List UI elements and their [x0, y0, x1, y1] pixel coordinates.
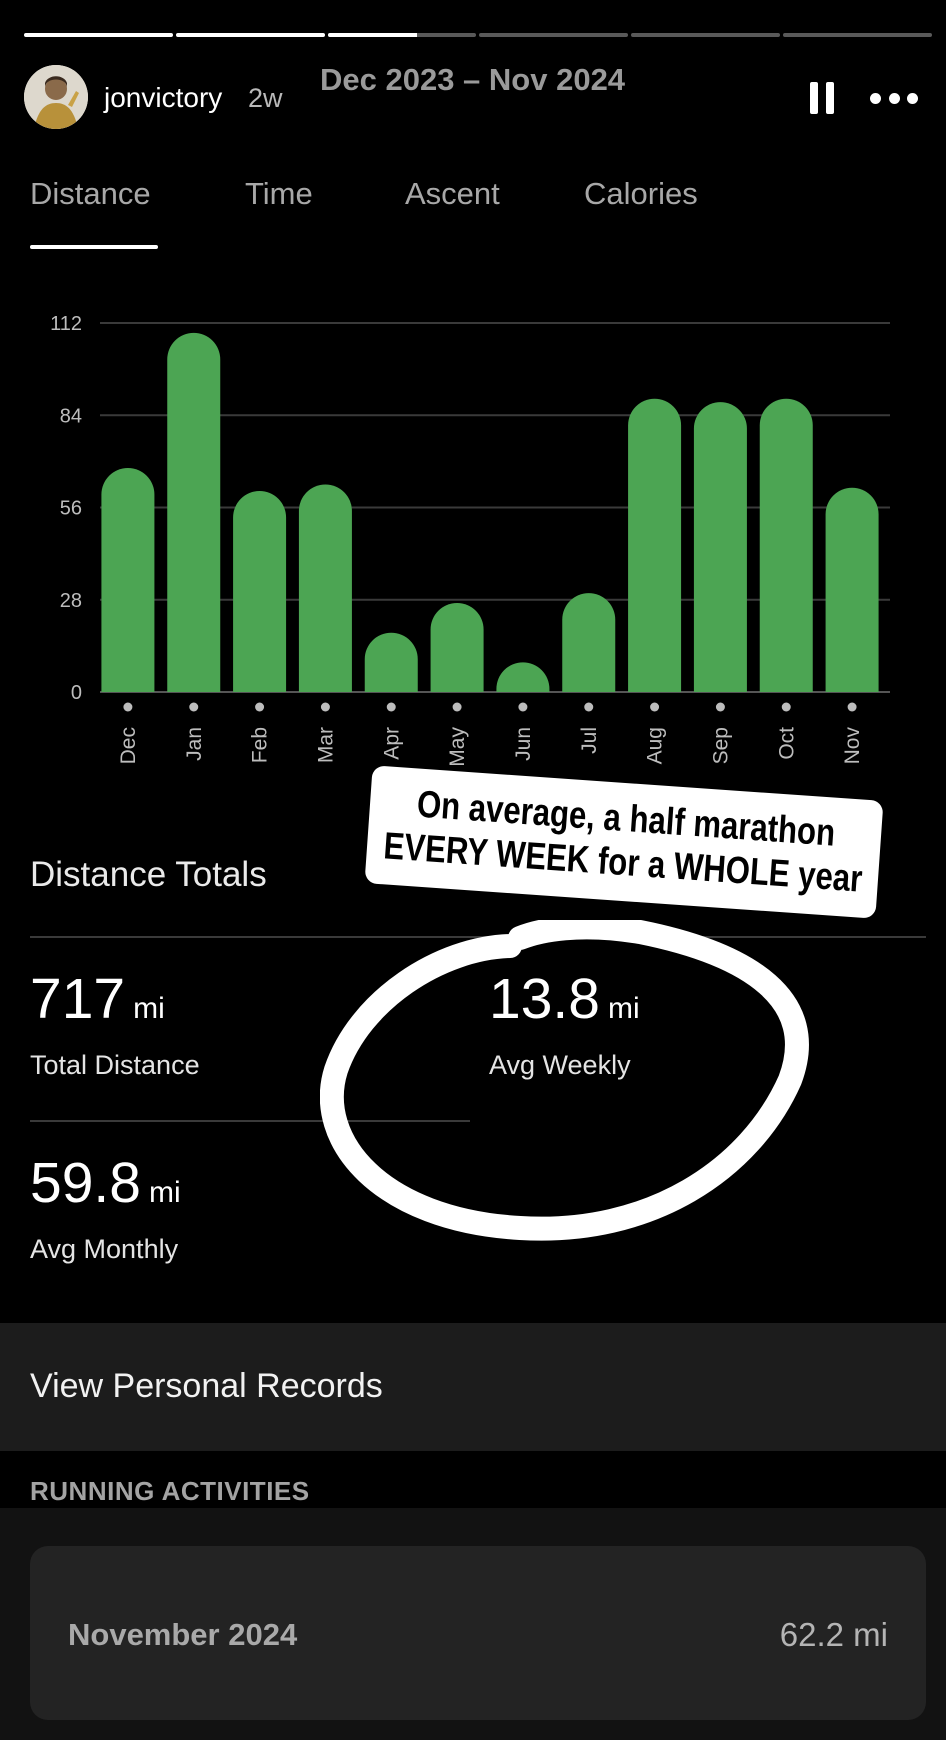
- x-tick-dot: [715, 702, 725, 712]
- tab-distance[interactable]: Distance: [30, 176, 151, 211]
- total-distance-label: Total Distance: [30, 1050, 200, 1080]
- avg-weekly-label: Avg Weekly: [489, 1050, 631, 1080]
- story-segment: [24, 33, 173, 37]
- x-tick-dot: [386, 702, 396, 712]
- x-tick-label: Dec: [117, 727, 140, 764]
- bar-nov: [825, 487, 879, 692]
- x-tick-label: Oct: [775, 727, 798, 760]
- story-segment: [479, 33, 629, 37]
- divider: [30, 1120, 470, 1122]
- x-tick-dot: [781, 702, 791, 712]
- x-tick-label: Jul: [578, 727, 601, 754]
- y-tick-label: 56: [60, 498, 82, 520]
- bar-sep: [693, 402, 747, 692]
- activity-month-card[interactable]: November 2024 62.2 mi: [30, 1546, 926, 1720]
- bar-oct: [759, 398, 813, 692]
- running-activities-heading: RUNNING ACTIVITIES: [30, 1476, 310, 1506]
- avatar-image: [24, 65, 88, 129]
- x-tick-label: May: [446, 727, 469, 767]
- hand-drawn-circle: [320, 920, 809, 1241]
- total-distance-value: 717 mi: [30, 967, 165, 1031]
- story-segment: [631, 33, 781, 37]
- x-tick-label: Feb: [249, 727, 272, 763]
- avg-weekly-value: 13.8 mi: [489, 967, 640, 1031]
- bar-dec: [101, 467, 155, 692]
- x-tick-label: Nov: [841, 727, 864, 765]
- x-tick-dot: [518, 702, 528, 712]
- x-tick-dot: [847, 702, 857, 712]
- pause-button[interactable]: [810, 82, 838, 114]
- distance-totals-title: Distance Totals: [30, 855, 267, 894]
- story-segment: [175, 33, 325, 37]
- bar-jan: [167, 332, 221, 692]
- y-tick-label: 112: [50, 313, 82, 335]
- x-tick-label: Aug: [644, 727, 667, 764]
- date-range: Dec 2023 – Nov 2024: [320, 62, 626, 97]
- x-tick-dot: [650, 702, 660, 712]
- avg-monthly-label: Avg Monthly: [30, 1234, 179, 1264]
- x-tick-label: Apr: [380, 727, 403, 760]
- x-tick-dot: [255, 702, 265, 712]
- active-tab-indicator: [30, 245, 158, 249]
- story-segment: [327, 33, 477, 37]
- avg-monthly-value: 59.8 mi: [30, 1151, 181, 1215]
- x-tick-label: Jun: [512, 727, 535, 761]
- distance-bar-chart: 0 28 56 84 112 Dec Jan Feb Mar Apr May Jun Jul Aug Sep…: [50, 313, 890, 767]
- avatar[interactable]: [24, 65, 88, 129]
- more-icon: [870, 92, 881, 104]
- activity-distance: 62.2 mi: [779, 1616, 888, 1653]
- x-tick-dot: [123, 702, 133, 712]
- bar-jun: [496, 662, 550, 692]
- divider: [30, 936, 926, 938]
- username[interactable]: jonvictory: [104, 82, 223, 113]
- bar-aug: [628, 398, 682, 692]
- x-tick-dot: [320, 702, 330, 712]
- x-tick-label: Jan: [183, 727, 206, 761]
- story-progress-bar: [24, 33, 932, 37]
- view-personal-records-button[interactable]: View Personal Records: [0, 1323, 946, 1451]
- x-tick-dot: [189, 702, 199, 712]
- more-options-button[interactable]: [870, 78, 918, 118]
- x-tick-label: Mar: [314, 727, 337, 763]
- y-tick-label: 28: [60, 590, 82, 612]
- view-personal-records-label: View Personal Records: [30, 1367, 383, 1405]
- bar-jul: [562, 593, 616, 692]
- x-tick-dot: [452, 702, 462, 712]
- bar-apr: [364, 632, 418, 692]
- bar-may: [430, 603, 484, 692]
- story-header: jonvictory 2w Dec 2023 – Nov 2024: [24, 62, 922, 132]
- tab-ascent[interactable]: Ascent: [405, 176, 500, 211]
- activity-month: November 2024: [68, 1617, 298, 1652]
- x-tick-dot: [584, 702, 594, 712]
- running-activities-panel: November 2024 62.2 mi: [0, 1508, 946, 1740]
- x-tick-label: Sep: [709, 727, 732, 764]
- tab-calories[interactable]: Calories: [584, 176, 698, 211]
- bar-mar: [298, 484, 352, 692]
- y-tick-label: 0: [71, 682, 82, 704]
- post-age: 2w: [248, 83, 283, 113]
- y-tick-label: 84: [60, 405, 82, 427]
- tab-time[interactable]: Time: [245, 176, 313, 211]
- pause-icon: [810, 82, 818, 114]
- bar-feb: [233, 491, 287, 692]
- story-segment: [783, 33, 932, 37]
